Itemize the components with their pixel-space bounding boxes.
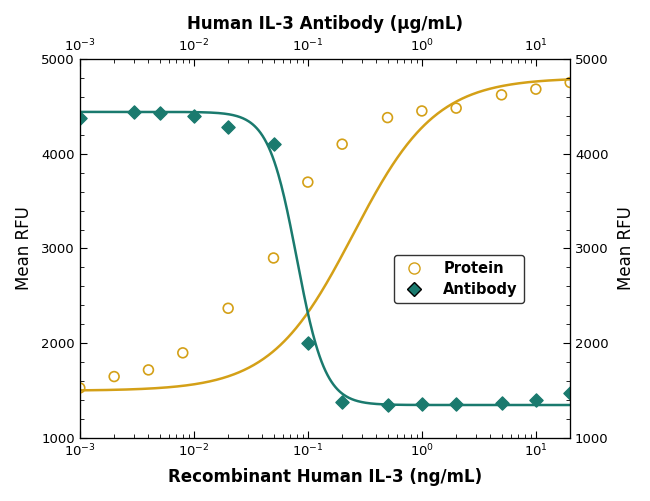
Point xyxy=(451,400,462,408)
Point xyxy=(268,140,279,148)
Point xyxy=(382,114,393,122)
Point xyxy=(382,401,393,409)
Point xyxy=(417,107,427,115)
Point xyxy=(188,112,199,120)
Point xyxy=(109,373,120,381)
Y-axis label: Mean RFU: Mean RFU xyxy=(617,206,635,291)
Point xyxy=(497,91,507,99)
X-axis label: Recombinant Human IL-3 (ng/mL): Recombinant Human IL-3 (ng/mL) xyxy=(168,468,482,486)
Point xyxy=(337,140,347,148)
X-axis label: Human IL-3 Antibody (μg/mL): Human IL-3 Antibody (μg/mL) xyxy=(187,15,463,33)
Point xyxy=(143,366,153,374)
Point xyxy=(417,400,427,408)
Point xyxy=(177,349,188,357)
Point xyxy=(337,398,347,406)
Point xyxy=(497,399,507,407)
Point xyxy=(303,339,313,347)
Point xyxy=(530,85,541,93)
Point xyxy=(75,114,85,122)
Point xyxy=(303,178,313,186)
Point xyxy=(154,109,164,117)
Point xyxy=(75,384,85,392)
Point xyxy=(565,389,575,397)
Legend: Protein, Antibody: Protein, Antibody xyxy=(394,255,524,303)
Point xyxy=(129,108,139,116)
Point xyxy=(223,304,233,312)
Point xyxy=(451,104,462,112)
Point xyxy=(223,123,233,131)
Point xyxy=(565,79,575,87)
Point xyxy=(530,396,541,404)
Y-axis label: Mean RFU: Mean RFU xyxy=(15,206,33,291)
Point xyxy=(268,254,279,262)
